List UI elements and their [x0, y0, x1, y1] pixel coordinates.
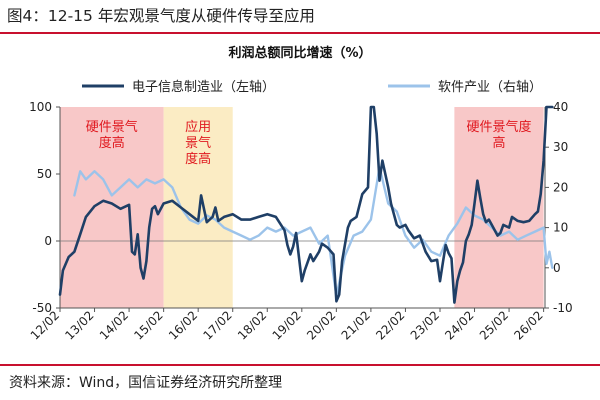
shaded-region-label: 硬件景气: [86, 119, 138, 135]
shaded-region: [454, 107, 544, 308]
shaded-regions: [60, 107, 544, 308]
x-tick-label: 15/02: [131, 308, 165, 342]
series-lines: [58, 105, 554, 304]
x-tick-label: 23/02: [408, 308, 442, 342]
left-tick-label: 100: [29, 100, 52, 114]
chart-title: 利润总额同比增速（%）: [228, 45, 371, 61]
series-line: [58, 105, 554, 304]
bottom-divider: [0, 364, 600, 366]
source-note: 资料来源：Wind，国信证券经济研究所整理: [9, 375, 283, 391]
shaded-region-label: 度高: [99, 135, 125, 151]
left-tick-label: 0: [44, 234, 52, 248]
figure-title: 图4：12-15 年宏观景气度从硬件传导至应用: [7, 7, 315, 25]
right-tick-label: -10: [553, 301, 573, 315]
x-tick-label: 16/02: [166, 308, 200, 342]
x-tick-label: 17/02: [200, 308, 234, 342]
x-tick-label: 13/02: [62, 308, 96, 342]
x-tick-label: 24/02: [442, 308, 476, 342]
shaded-region-label: 景气: [185, 135, 211, 151]
shaded-region-label: 高: [492, 135, 505, 151]
left-tick-label: 50: [37, 167, 52, 181]
left-tick-label: -50: [32, 301, 52, 315]
legend-label: 软件产业（右轴）: [438, 80, 542, 95]
right-tick-label: 30: [553, 140, 568, 154]
x-tick-label: 21/02: [339, 308, 373, 342]
shaded-region: [163, 107, 233, 308]
right-tick-label: 0: [553, 261, 561, 275]
x-tick-label: 19/02: [270, 308, 304, 342]
shaded-region: [60, 107, 164, 308]
x-tick-label: 26/02: [511, 308, 545, 342]
legend: 电子信息制造业（左轴） 软件产业（右轴）: [82, 79, 542, 95]
x-tick-label: 20/02: [304, 308, 338, 342]
shaded-region-label: 应用: [185, 119, 211, 135]
x-tick-label: 18/02: [235, 308, 269, 342]
top-divider: [0, 32, 600, 34]
right-tick-label: 10: [553, 221, 568, 235]
shaded-region-label: 硬件景气度: [466, 119, 531, 135]
right-tick-label: 40: [553, 100, 568, 114]
x-tick-label: 14/02: [97, 308, 131, 342]
x-tick-label: 25/02: [477, 308, 511, 342]
legend-label: 电子信息制造业（左轴）: [132, 79, 275, 95]
x-tick-label: 22/02: [373, 308, 407, 342]
right-tick-label: 20: [553, 180, 568, 194]
shaded-region-label: 度高: [185, 151, 211, 167]
